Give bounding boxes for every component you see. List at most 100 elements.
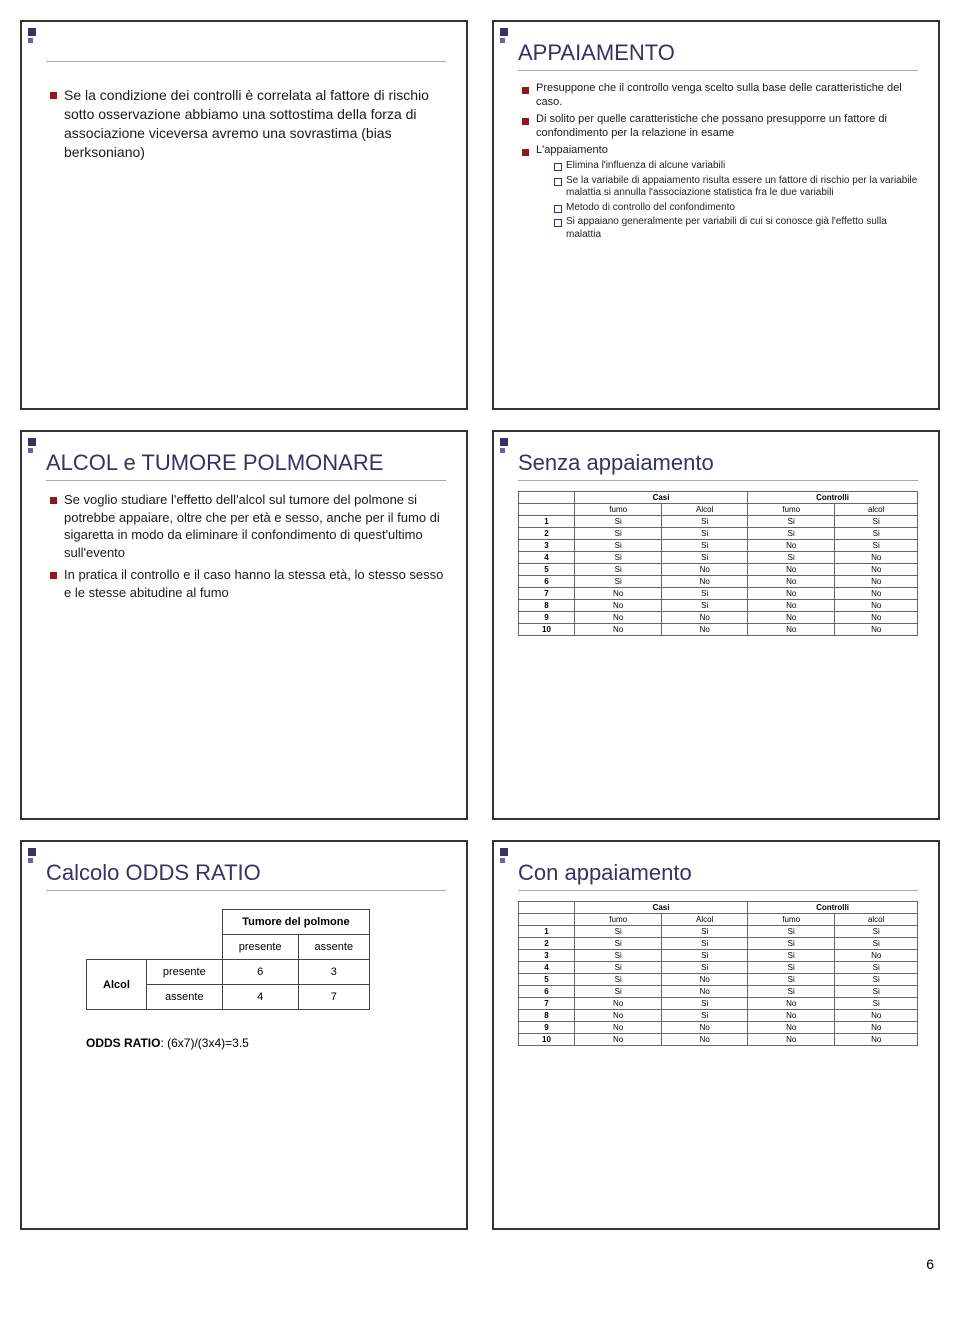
t22-d: 7 [298,985,370,1010]
table-cell: Si [748,974,835,986]
table-cell: 9 [519,612,575,624]
table-cell: 10 [519,624,575,636]
table-cell: Si [748,552,835,564]
tbl4-col-fumo-casi: fumo [575,504,662,516]
t22-row1: presente [146,960,222,985]
slide2-sub-4: Si appaiano generalmente per variabili d… [554,216,918,241]
table-cell: No [835,1010,918,1022]
slide3-title: ALCOL e TUMORE POLMONARE [46,450,446,481]
table-cell: 1 [519,516,575,528]
table-cell: No [662,624,748,636]
table-cell: No [748,998,835,1010]
table-cell: No [748,624,835,636]
table-cell: No [575,612,662,624]
table-cell: 8 [519,1010,575,1022]
table-cell: No [575,1034,662,1046]
table-cell: No [748,1034,835,1046]
table-cell: No [835,950,918,962]
slide2-list: Presuppone che il controllo venga scelto… [518,81,918,241]
table-cell: No [835,588,918,600]
table-cell: Si [835,926,918,938]
slide5-title: Calcolo ODDS RATIO [46,860,446,891]
table-cell: No [662,1034,748,1046]
t22-col2: assente [298,935,370,960]
slide2-sub-2: Se la variabile di appaiamento risulta e… [554,175,918,200]
slide3-b1: Se voglio studiare l'effetto dell'alcol … [50,491,446,561]
table-cell: 3 [519,540,575,552]
slide2-b1: Presuppone che il controllo venga scelto… [522,81,918,109]
table-cell: 2 [519,938,575,950]
table-cell: Si [748,962,835,974]
tbl6-col-alcol-casi: Alcol [662,914,748,926]
table-cell: Si [575,516,662,528]
table-cell: 5 [519,974,575,986]
table-cell: Si [575,552,662,564]
table-cell: Si [835,528,918,540]
table-cell: No [662,974,748,986]
table-cell: Si [575,962,662,974]
table-cell: No [835,612,918,624]
table-cell: No [835,1034,918,1046]
table-cell: No [748,1010,835,1022]
table-senza-appaiamento: Casi Controlli fumo Alcol fumo alcol 1Si… [518,491,918,636]
tbl6-col-alcol-ctrl: alcol [835,914,918,926]
table-cell: No [662,576,748,588]
slide-6: Con appaiamento Casi Controlli fumo Alco… [492,840,940,1230]
table-cell: Si [835,962,918,974]
table-cell: Si [748,950,835,962]
table-cell: No [662,986,748,998]
table-cell: Si [575,576,662,588]
slide-3: ALCOL e TUMORE POLMONARE Se voglio studi… [20,430,468,820]
slide6-title: Con appaiamento [518,860,918,891]
table-cell: 5 [519,564,575,576]
table-cell: No [662,1022,748,1034]
page-number: 6 [20,1256,940,1272]
table-cell: Si [662,998,748,1010]
table-cell: Si [662,540,748,552]
tbl6-col-fumo-casi: fumo [575,914,662,926]
table-cell: 9 [519,1022,575,1034]
slide2-sub-1: Elimina l'influenza di alcune variabili [554,160,918,173]
tbl4-grp-controlli: Controlli [748,492,918,504]
tbl6-grp-casi: Casi [575,902,748,914]
table-cell: No [662,612,748,624]
slide1-list: Se la condizione dei controlli è correla… [46,86,446,162]
table-cell: Si [662,528,748,540]
table-cell: 2 [519,528,575,540]
table-cell: No [835,564,918,576]
t22-row2: assente [146,985,222,1010]
table-cell: No [575,1010,662,1022]
table-cell: Si [662,962,748,974]
table-cell: Si [662,552,748,564]
table-cell: Si [748,516,835,528]
table-cell: No [835,600,918,612]
slide-4: Senza appaiamento Casi Controlli fumo Al… [492,430,940,820]
t22-c: 4 [222,985,298,1010]
table-cell: 4 [519,962,575,974]
slide2-title: APPAIAMENTO [518,40,918,71]
tbl6-col-fumo-ctrl: fumo [748,914,835,926]
table-cell: 8 [519,600,575,612]
odds-label: ODDS RATIO [86,1036,160,1050]
table-cell: No [835,576,918,588]
table-cell: 7 [519,588,575,600]
t22-a: 6 [222,960,298,985]
table-cell: Si [662,516,748,528]
table-cell: 6 [519,576,575,588]
slide3-b2: In pratica il controllo e il caso hanno … [50,566,446,601]
table-cell: No [835,624,918,636]
table-cell: No [575,588,662,600]
slide-1: Se la condizione dei controlli è correla… [20,20,468,410]
slide-2: APPAIAMENTO Presuppone che il controllo … [492,20,940,410]
table-con-appaiamento: Casi Controlli fumo Alcol fumo alcol 1Si… [518,901,918,1046]
slide-5: Calcolo ODDS RATIO Tumore del polmone pr… [20,840,468,1230]
table-cell: Si [835,986,918,998]
table-cell: No [575,624,662,636]
odds-ratio-table: Tumore del polmone presente assente Alco… [86,909,370,1010]
tbl4-col-alcol-ctrl: alcol [835,504,918,516]
table-cell: Si [662,1010,748,1022]
table-cell: Si [835,998,918,1010]
tbl4-col-fumo-ctrl: fumo [748,504,835,516]
table-cell: Si [575,540,662,552]
slide2-b2: Di solito per quelle caratteristiche che… [522,112,918,140]
